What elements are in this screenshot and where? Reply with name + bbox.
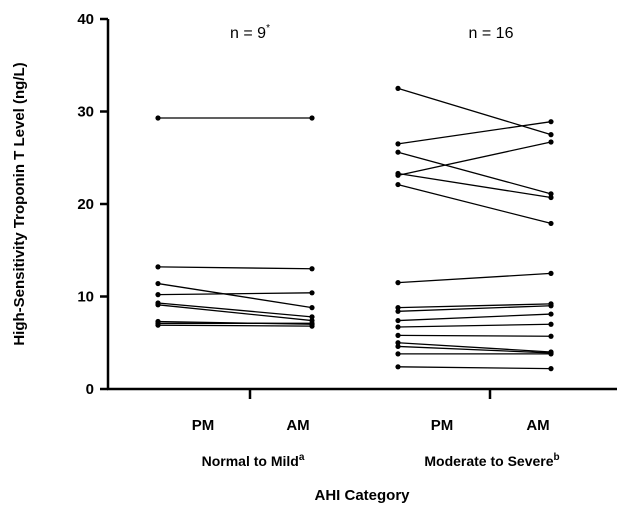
pair-line-g1-7: [397, 303, 552, 309]
pair-line-g1-8: [397, 305, 552, 312]
paired-series: [155, 85, 554, 372]
point-am-g1-9: [548, 311, 554, 317]
y-tick-label-20: 20: [77, 196, 94, 213]
point-pm-g0-8: [155, 322, 161, 328]
point-pm-g1-10: [395, 324, 401, 330]
pair-line-g1-0: [397, 87, 552, 136]
pair-line-g0-1: [157, 266, 313, 270]
point-am-g1-10: [548, 321, 554, 327]
tp-label-g1-pm: PM: [431, 417, 454, 434]
point-pm-g0-3: [155, 292, 161, 298]
x-group-ticks: [248, 389, 492, 399]
pair-line-g0-4: [157, 302, 313, 318]
point-am-g0-2: [309, 305, 315, 311]
point-am-g1-4: [548, 139, 554, 145]
point-pm-g1-15: [395, 364, 401, 370]
point-pm-g0-1: [155, 264, 161, 270]
point-am-g0-1: [309, 266, 315, 272]
pair-line-g1-1: [397, 121, 552, 145]
pair-line-g1-4: [397, 141, 552, 176]
point-am-g0-4: [309, 314, 315, 320]
point-pm-g1-11: [395, 332, 401, 338]
point-am-g1-1: [548, 119, 554, 125]
point-am-g0-8: [309, 323, 315, 329]
y-ticks: 0 10 20 30 40: [77, 11, 108, 398]
pair-line-g1-15: [397, 366, 552, 370]
annotation-asterisk: *: [266, 23, 270, 34]
pair-line-g1-5: [397, 183, 552, 225]
pair-line-g0-8: [157, 324, 313, 327]
point-pm-g1-0: [395, 85, 401, 91]
point-am-g1-15: [548, 366, 554, 372]
pair-line-g1-9: [397, 313, 552, 322]
tp-label-g0-am: AM: [286, 417, 309, 434]
pair-line-g0-5: [157, 304, 313, 322]
pair-line-g1-3: [397, 172, 552, 199]
category-superscript-a: a: [299, 452, 305, 463]
pair-line-g1-12: [397, 342, 552, 353]
point-pm-g0-2: [155, 280, 161, 287]
category-superscript-b: b: [554, 452, 560, 463]
point-am-g0-3: [309, 290, 315, 296]
pair-line-g1-2: [397, 151, 552, 195]
tp-label-g0-pm: PM: [192, 417, 215, 434]
category-label-moderate-to-severe: Moderate to Severeb: [424, 452, 559, 469]
pair-line-g1-6: [397, 272, 552, 284]
point-pm-g1-8: [395, 308, 401, 314]
point-pm-g1-14: [395, 351, 401, 357]
category-label-normal-to-mild: Normal to Milda: [202, 452, 305, 469]
point-am-g1-14: [548, 351, 554, 357]
point-pm-g0-5: [155, 302, 161, 308]
point-am-g1-3: [548, 194, 554, 201]
point-pm-g1-7: [395, 305, 401, 311]
x-axis-title: AHI Category: [314, 487, 410, 504]
point-pm-g0-0: [155, 115, 161, 121]
point-pm-g1-2: [395, 149, 401, 155]
point-pm-g1-1: [395, 141, 401, 147]
annotation-n-moderate: n = 16: [469, 25, 514, 42]
pair-line-g1-11: [397, 334, 552, 337]
point-am-g1-6: [548, 270, 554, 276]
tp-label-g1-am: AM: [526, 417, 549, 434]
y-axis-title: High-Sensitivity Troponin T Level (ng/L): [11, 62, 28, 345]
point-am-g1-5: [548, 220, 554, 227]
point-am-g1-8: [548, 303, 554, 309]
pair-line-g1-10: [397, 323, 552, 328]
point-am-g1-0: [548, 132, 554, 138]
y-tick-label-40: 40: [77, 11, 94, 28]
pair-line-g1-13: [397, 345, 552, 354]
pair-line-g0-3: [157, 292, 313, 296]
y-tick-label-0: 0: [86, 381, 94, 398]
point-pm-g1-5: [395, 181, 401, 188]
point-pm-g1-13: [395, 343, 401, 350]
annotation-n-normal: n = 9*: [230, 23, 270, 42]
point-am-g0-0: [309, 115, 315, 121]
point-pm-g1-4: [395, 172, 401, 178]
y-tick-label-10: 10: [77, 289, 94, 306]
point-pm-g1-9: [395, 317, 401, 324]
point-am-g1-11: [548, 333, 554, 339]
pair-line-g0-2: [157, 282, 313, 309]
y-tick-label-30: 30: [77, 104, 94, 121]
point-pm-g1-6: [395, 280, 401, 286]
point-pm-g1-12: [395, 340, 401, 346]
point-am-g1-2: [548, 191, 554, 197]
